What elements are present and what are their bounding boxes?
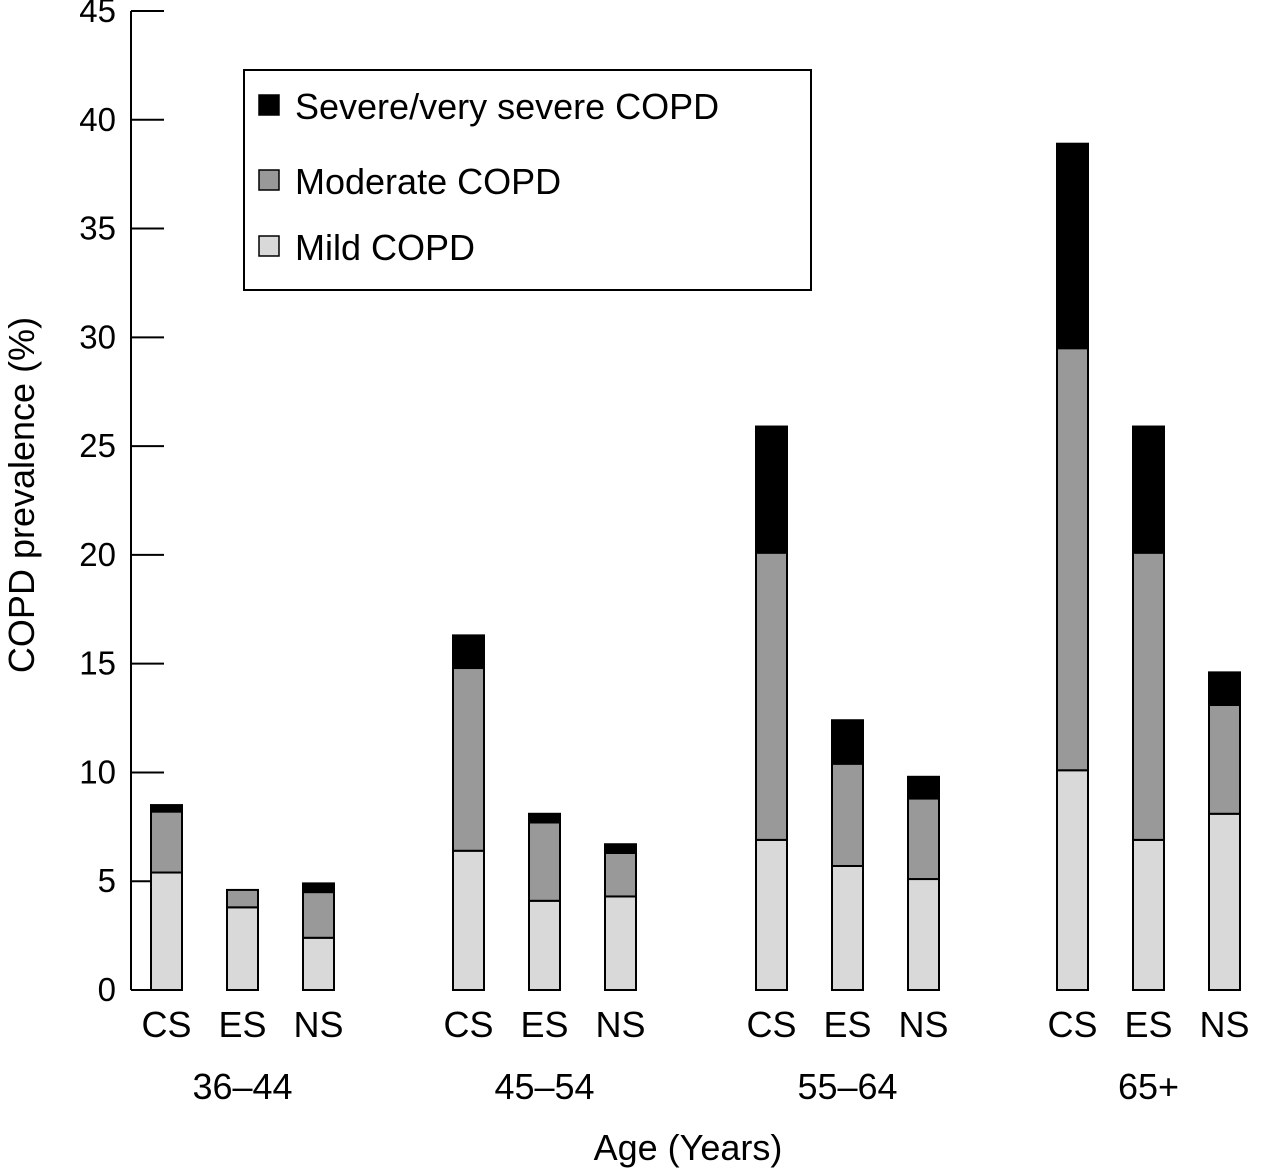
y-tick-label: 15 <box>79 645 116 682</box>
y-tick-label: 30 <box>79 318 116 355</box>
bar-segment-severe-very-severe-copd <box>1056 142 1089 350</box>
bar-segment-moderate-copd <box>302 891 335 939</box>
bar-segment-mild-copd <box>226 906 259 992</box>
bar-segment-mild-copd <box>831 864 864 992</box>
x-tick-label: CS <box>443 1004 493 1045</box>
bar-segment-moderate-copd <box>907 797 940 881</box>
x-tick-label: NS <box>898 1004 948 1045</box>
y-axis-title: COPD prevalence (%) <box>1 317 42 673</box>
age-group-label: 55–64 <box>797 1066 897 1107</box>
bar-segment-severe-very-severe-copd <box>755 425 788 554</box>
bar-segment-mild-copd <box>302 936 335 992</box>
x-tick-label: ES <box>823 1004 871 1045</box>
y-tick-label: 40 <box>79 101 116 138</box>
bar-segment-moderate-copd <box>226 888 259 909</box>
bar-segment-moderate-copd <box>604 851 637 898</box>
bar-segment-mild-copd <box>755 838 788 991</box>
bar-segment-severe-very-severe-copd <box>528 812 561 824</box>
age-group-label: 45–54 <box>494 1066 594 1107</box>
bar-segment-severe-very-severe-copd <box>907 775 940 800</box>
bar-segment-moderate-copd <box>150 810 183 874</box>
legend-swatch <box>258 94 280 116</box>
bar-segment-mild-copd <box>1056 769 1089 991</box>
bar-segment-moderate-copd <box>1056 347 1089 772</box>
bar-segment-mild-copd <box>150 871 183 992</box>
bar-segment-severe-very-severe-copd <box>1132 425 1165 554</box>
legend-swatch <box>258 235 280 257</box>
y-tick-label: 0 <box>98 971 116 1008</box>
bar-segment-severe-very-severe-copd <box>302 882 335 894</box>
y-tick-label: 20 <box>79 536 116 573</box>
bar-segment-mild-copd <box>604 895 637 991</box>
y-tick-label: 5 <box>98 862 116 899</box>
x-tick-label: CS <box>141 1004 191 1045</box>
bar-segment-mild-copd <box>452 849 485 992</box>
axes: 0 5 10 15 20 25 30 35 40 45 <box>79 0 164 1008</box>
bar-segment-moderate-copd <box>528 821 561 902</box>
bar-segment-moderate-copd <box>831 762 864 867</box>
y-tick-label: 45 <box>79 0 116 29</box>
x-tick-label: CS <box>1047 1004 1097 1045</box>
x-tick-label: ES <box>1124 1004 1172 1045</box>
age-group-label: 65+ <box>1118 1066 1179 1107</box>
bar-segment-severe-very-severe-copd <box>150 804 183 813</box>
x-tick-label: CS <box>746 1004 796 1045</box>
y-tick-label: 25 <box>79 427 116 464</box>
legend-label: Mild COPD <box>295 227 475 268</box>
bar-segment-severe-very-severe-copd <box>831 719 864 765</box>
legend: Severe/very severe COPD Moderate COPD Mild… <box>243 69 812 291</box>
bar-segment-mild-copd <box>907 878 940 992</box>
x-tick-label: ES <box>218 1004 266 1045</box>
x-tick-label: ES <box>520 1004 568 1045</box>
bars <box>150 142 1241 992</box>
y-tick-label: 35 <box>79 210 116 247</box>
bar-segment-mild-copd <box>528 899 561 992</box>
legend-label: Moderate COPD <box>295 161 561 202</box>
bar-segment-mild-copd <box>1132 838 1165 991</box>
y-tick-label: 10 <box>79 753 116 790</box>
bar-segment-moderate-copd <box>1132 551 1165 841</box>
bar-segment-moderate-copd <box>1208 704 1241 815</box>
bar-segment-moderate-copd <box>755 551 788 841</box>
x-tick-label: NS <box>1199 1004 1249 1045</box>
x-tick-label: NS <box>595 1004 645 1045</box>
bar-segment-severe-very-severe-copd <box>1208 671 1241 707</box>
bar-segment-severe-very-severe-copd <box>604 843 637 854</box>
x-axis-title: Age (Years) <box>594 1127 783 1168</box>
bar-segment-mild-copd <box>1208 812 1241 992</box>
bar-segment-moderate-copd <box>452 667 485 852</box>
age-group-label: 36–44 <box>192 1066 292 1107</box>
x-tick-label: NS <box>293 1004 343 1045</box>
legend-swatch <box>258 169 280 191</box>
legend-label: Severe/very severe COPD <box>295 86 719 127</box>
bar-segment-severe-very-severe-copd <box>452 634 485 670</box>
legend-box <box>243 69 812 291</box>
